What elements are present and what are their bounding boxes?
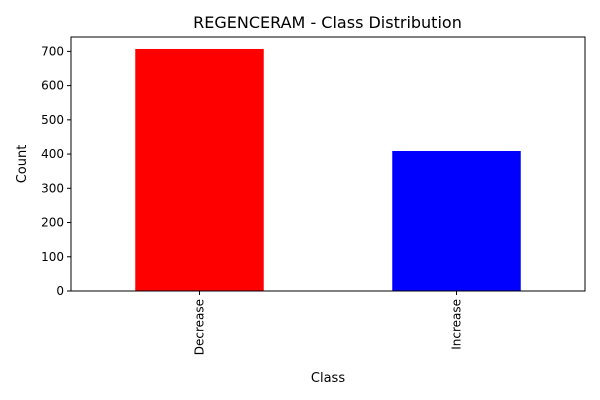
chart-title: REGENCERAM - Class Distribution — [193, 13, 462, 32]
y-tick-label: 300 — [41, 181, 64, 195]
y-tick-label: 400 — [41, 147, 64, 161]
y-tick-label: 700 — [41, 44, 64, 58]
x-axis-label: Class — [311, 371, 345, 386]
x-tick-label: Decrease — [193, 299, 207, 355]
y-tick-label: 600 — [41, 79, 64, 93]
y-tick-label: 500 — [41, 113, 64, 127]
x-tick-label: Increase — [450, 299, 464, 350]
bar-increase — [392, 150, 521, 291]
bar-decrease — [135, 48, 264, 291]
y-tick-label: 0 — [56, 284, 64, 298]
y-tick-label: 200 — [41, 216, 64, 230]
y-tick-label: 100 — [41, 250, 64, 264]
plot-area: 0 100 200 300 400 500 600 700 Decrease Increase — [41, 44, 521, 355]
y-axis-label: Count — [15, 145, 30, 184]
plot-frame — [70, 36, 586, 292]
